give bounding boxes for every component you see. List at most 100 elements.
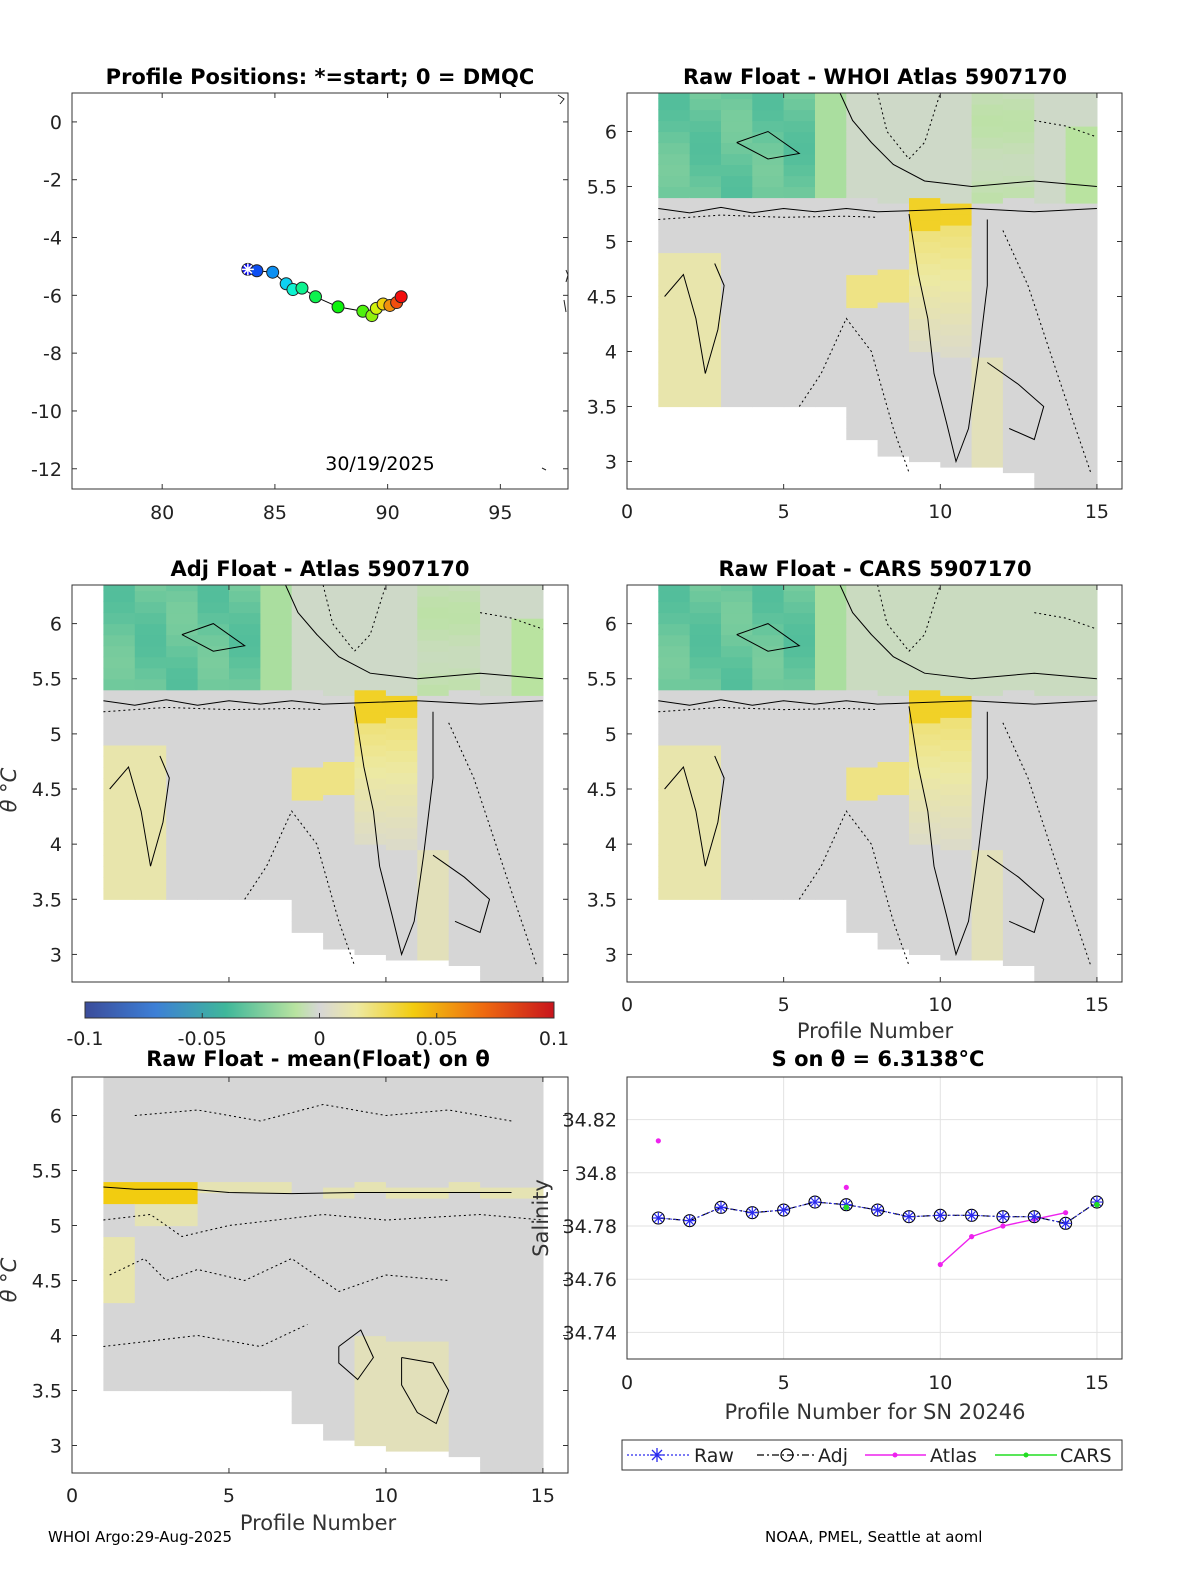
heat-cell bbox=[103, 888, 136, 900]
heat-cell bbox=[1034, 640, 1067, 652]
raw-point bbox=[902, 1210, 915, 1223]
heat-cell bbox=[480, 871, 513, 884]
heat-cell bbox=[909, 230, 941, 243]
heat-cell bbox=[815, 351, 847, 364]
heat-cell bbox=[971, 882, 1004, 895]
heat-cell bbox=[166, 601, 199, 614]
heat-cell bbox=[1065, 772, 1098, 785]
heat-cell bbox=[197, 623, 230, 636]
heat-cell bbox=[511, 1308, 544, 1320]
heat-cell bbox=[1002, 855, 1035, 867]
heat-cell bbox=[103, 1357, 136, 1370]
heat-cell bbox=[1002, 612, 1035, 625]
heat-cell bbox=[134, 1335, 167, 1348]
heat-cell bbox=[417, 1099, 450, 1111]
heat-cell bbox=[166, 855, 199, 867]
heat-cell bbox=[971, 838, 1004, 851]
heat-cell bbox=[658, 833, 691, 845]
heat-cell bbox=[1065, 192, 1098, 204]
heat-cell bbox=[229, 1291, 261, 1304]
heat-cell bbox=[909, 263, 941, 276]
heat-cell bbox=[846, 153, 879, 166]
heat-cell bbox=[689, 142, 722, 155]
heat-cell bbox=[1065, 640, 1098, 652]
heat-cell bbox=[658, 700, 691, 713]
heat-cell bbox=[1034, 739, 1067, 751]
heat-cell bbox=[166, 722, 199, 735]
heat-cell bbox=[1065, 379, 1098, 391]
heat-cell bbox=[1065, 651, 1098, 663]
heat-cell bbox=[103, 789, 136, 801]
heat-cell bbox=[511, 1132, 544, 1144]
heat-cell bbox=[323, 794, 356, 807]
heat-cell bbox=[260, 1159, 293, 1172]
heat-cell bbox=[134, 1313, 167, 1326]
heat-cell bbox=[1034, 882, 1067, 895]
heat-cell bbox=[940, 423, 973, 435]
heat-cell bbox=[134, 877, 167, 889]
heat-cell bbox=[166, 1280, 199, 1293]
heat-cell bbox=[134, 1357, 167, 1370]
heat-cell bbox=[448, 778, 481, 790]
heat-cell bbox=[783, 98, 816, 111]
heat-cell bbox=[1065, 357, 1098, 369]
heat-cell bbox=[658, 623, 691, 636]
heat-cell bbox=[134, 844, 167, 856]
heat-cell bbox=[291, 1082, 324, 1095]
heat-cell bbox=[940, 684, 973, 696]
axes-frame bbox=[626, 92, 1123, 490]
heat-cell bbox=[323, 1308, 356, 1320]
heat-cell bbox=[134, 1115, 167, 1128]
contour-line bbox=[736, 130, 801, 160]
heat-cell bbox=[909, 844, 941, 856]
heat-cell bbox=[909, 910, 941, 922]
heat-cell bbox=[721, 711, 753, 724]
heat-cell bbox=[229, 1346, 261, 1359]
heat-cell bbox=[909, 744, 941, 757]
heat-cell bbox=[511, 937, 544, 950]
heat-cell bbox=[417, 618, 450, 630]
heat-cell bbox=[721, 855, 753, 867]
heat-cell bbox=[480, 1132, 513, 1144]
heat-cell bbox=[480, 860, 513, 873]
heat-cell bbox=[846, 241, 879, 254]
heat-cell bbox=[354, 1181, 387, 1194]
heat-cell bbox=[721, 318, 753, 331]
heat-cell bbox=[354, 1115, 387, 1128]
heat-cell bbox=[721, 612, 753, 625]
heat-cell bbox=[480, 948, 513, 961]
heat-cell bbox=[385, 882, 418, 895]
heat-cell bbox=[260, 789, 293, 801]
heat-cell bbox=[291, 645, 324, 658]
heat-cell bbox=[103, 866, 136, 878]
contour-line bbox=[658, 706, 878, 713]
raw-point bbox=[934, 1209, 947, 1222]
heat-cell bbox=[721, 307, 753, 320]
heat-cell bbox=[1002, 109, 1035, 122]
heat-cell bbox=[815, 888, 847, 900]
heat-cell bbox=[752, 109, 785, 122]
heat-cell bbox=[940, 115, 973, 127]
heat-cell bbox=[783, 855, 816, 867]
heat-cell bbox=[783, 307, 816, 320]
heat-cell bbox=[752, 711, 785, 724]
heat-cell bbox=[103, 877, 136, 889]
heat-cell bbox=[783, 844, 816, 856]
heat-cell bbox=[752, 219, 785, 232]
heat-cell bbox=[846, 755, 879, 768]
heat-cell bbox=[1065, 104, 1098, 116]
heat-cell bbox=[291, 1203, 324, 1216]
legend-entry-adj: Adj bbox=[757, 1445, 848, 1467]
heat-cell bbox=[1002, 186, 1035, 199]
heat-cell bbox=[166, 1346, 199, 1359]
heat-cell bbox=[1065, 434, 1098, 446]
heat-cell bbox=[846, 877, 879, 889]
heat-cell bbox=[134, 1291, 167, 1304]
contour-line bbox=[285, 584, 543, 680]
heat-cell bbox=[103, 678, 136, 691]
y-tick-label: 4.5 bbox=[587, 287, 617, 309]
heat-cell bbox=[229, 778, 261, 790]
profile-point bbox=[394, 290, 408, 304]
heat-cell bbox=[417, 1220, 450, 1232]
contour-line bbox=[401, 1357, 450, 1425]
